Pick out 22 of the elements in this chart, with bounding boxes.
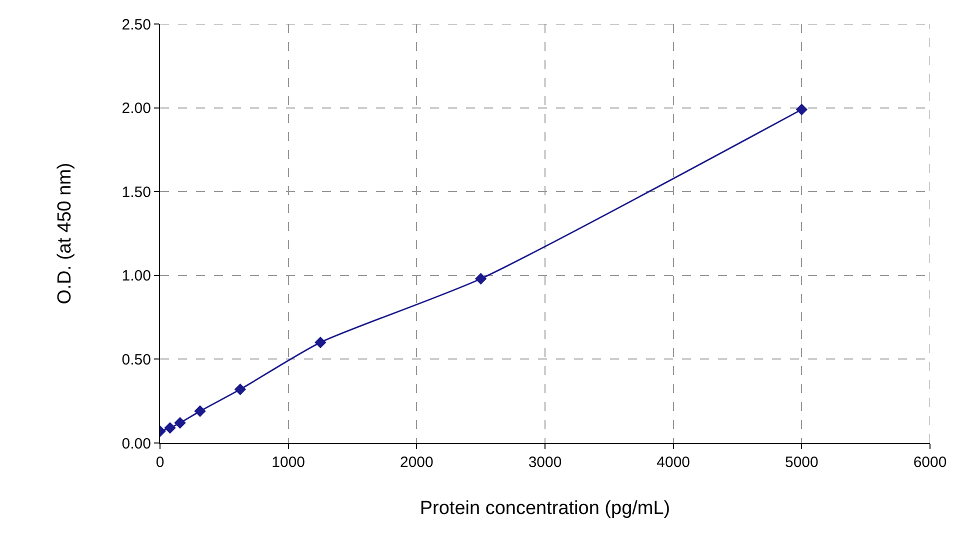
point (174, 417, 186, 429)
y-tick-label: 2.50 (122, 16, 151, 34)
x-tick-label: 6000 (913, 454, 947, 471)
point (164, 422, 176, 434)
y-tick-label: 0.00 (122, 435, 151, 452)
point (234, 384, 246, 396)
x-tick-label: 0 (156, 454, 164, 471)
y-tick-label: 1.00 (122, 268, 151, 285)
x-tick-label: 3000 (528, 454, 562, 471)
x-tick-label: 5000 (784, 454, 818, 471)
y-tick-label: 0.50 (122, 351, 151, 368)
y-tick-label: 2.00 (122, 100, 151, 118)
y-axis-title: O.D. (at 450 nm) (54, 162, 76, 304)
x-tick-label: 1000 (272, 454, 306, 471)
x-axis-title: Protein concentration (pg/mL) (420, 498, 670, 519)
point (796, 104, 808, 116)
point (474, 272, 487, 285)
x-tick-label: 4000 (656, 454, 690, 471)
point (194, 405, 206, 418)
point (314, 336, 326, 348)
y-tick-label: 1.50 (122, 184, 151, 201)
x-tick-label: 2000 (400, 454, 434, 471)
